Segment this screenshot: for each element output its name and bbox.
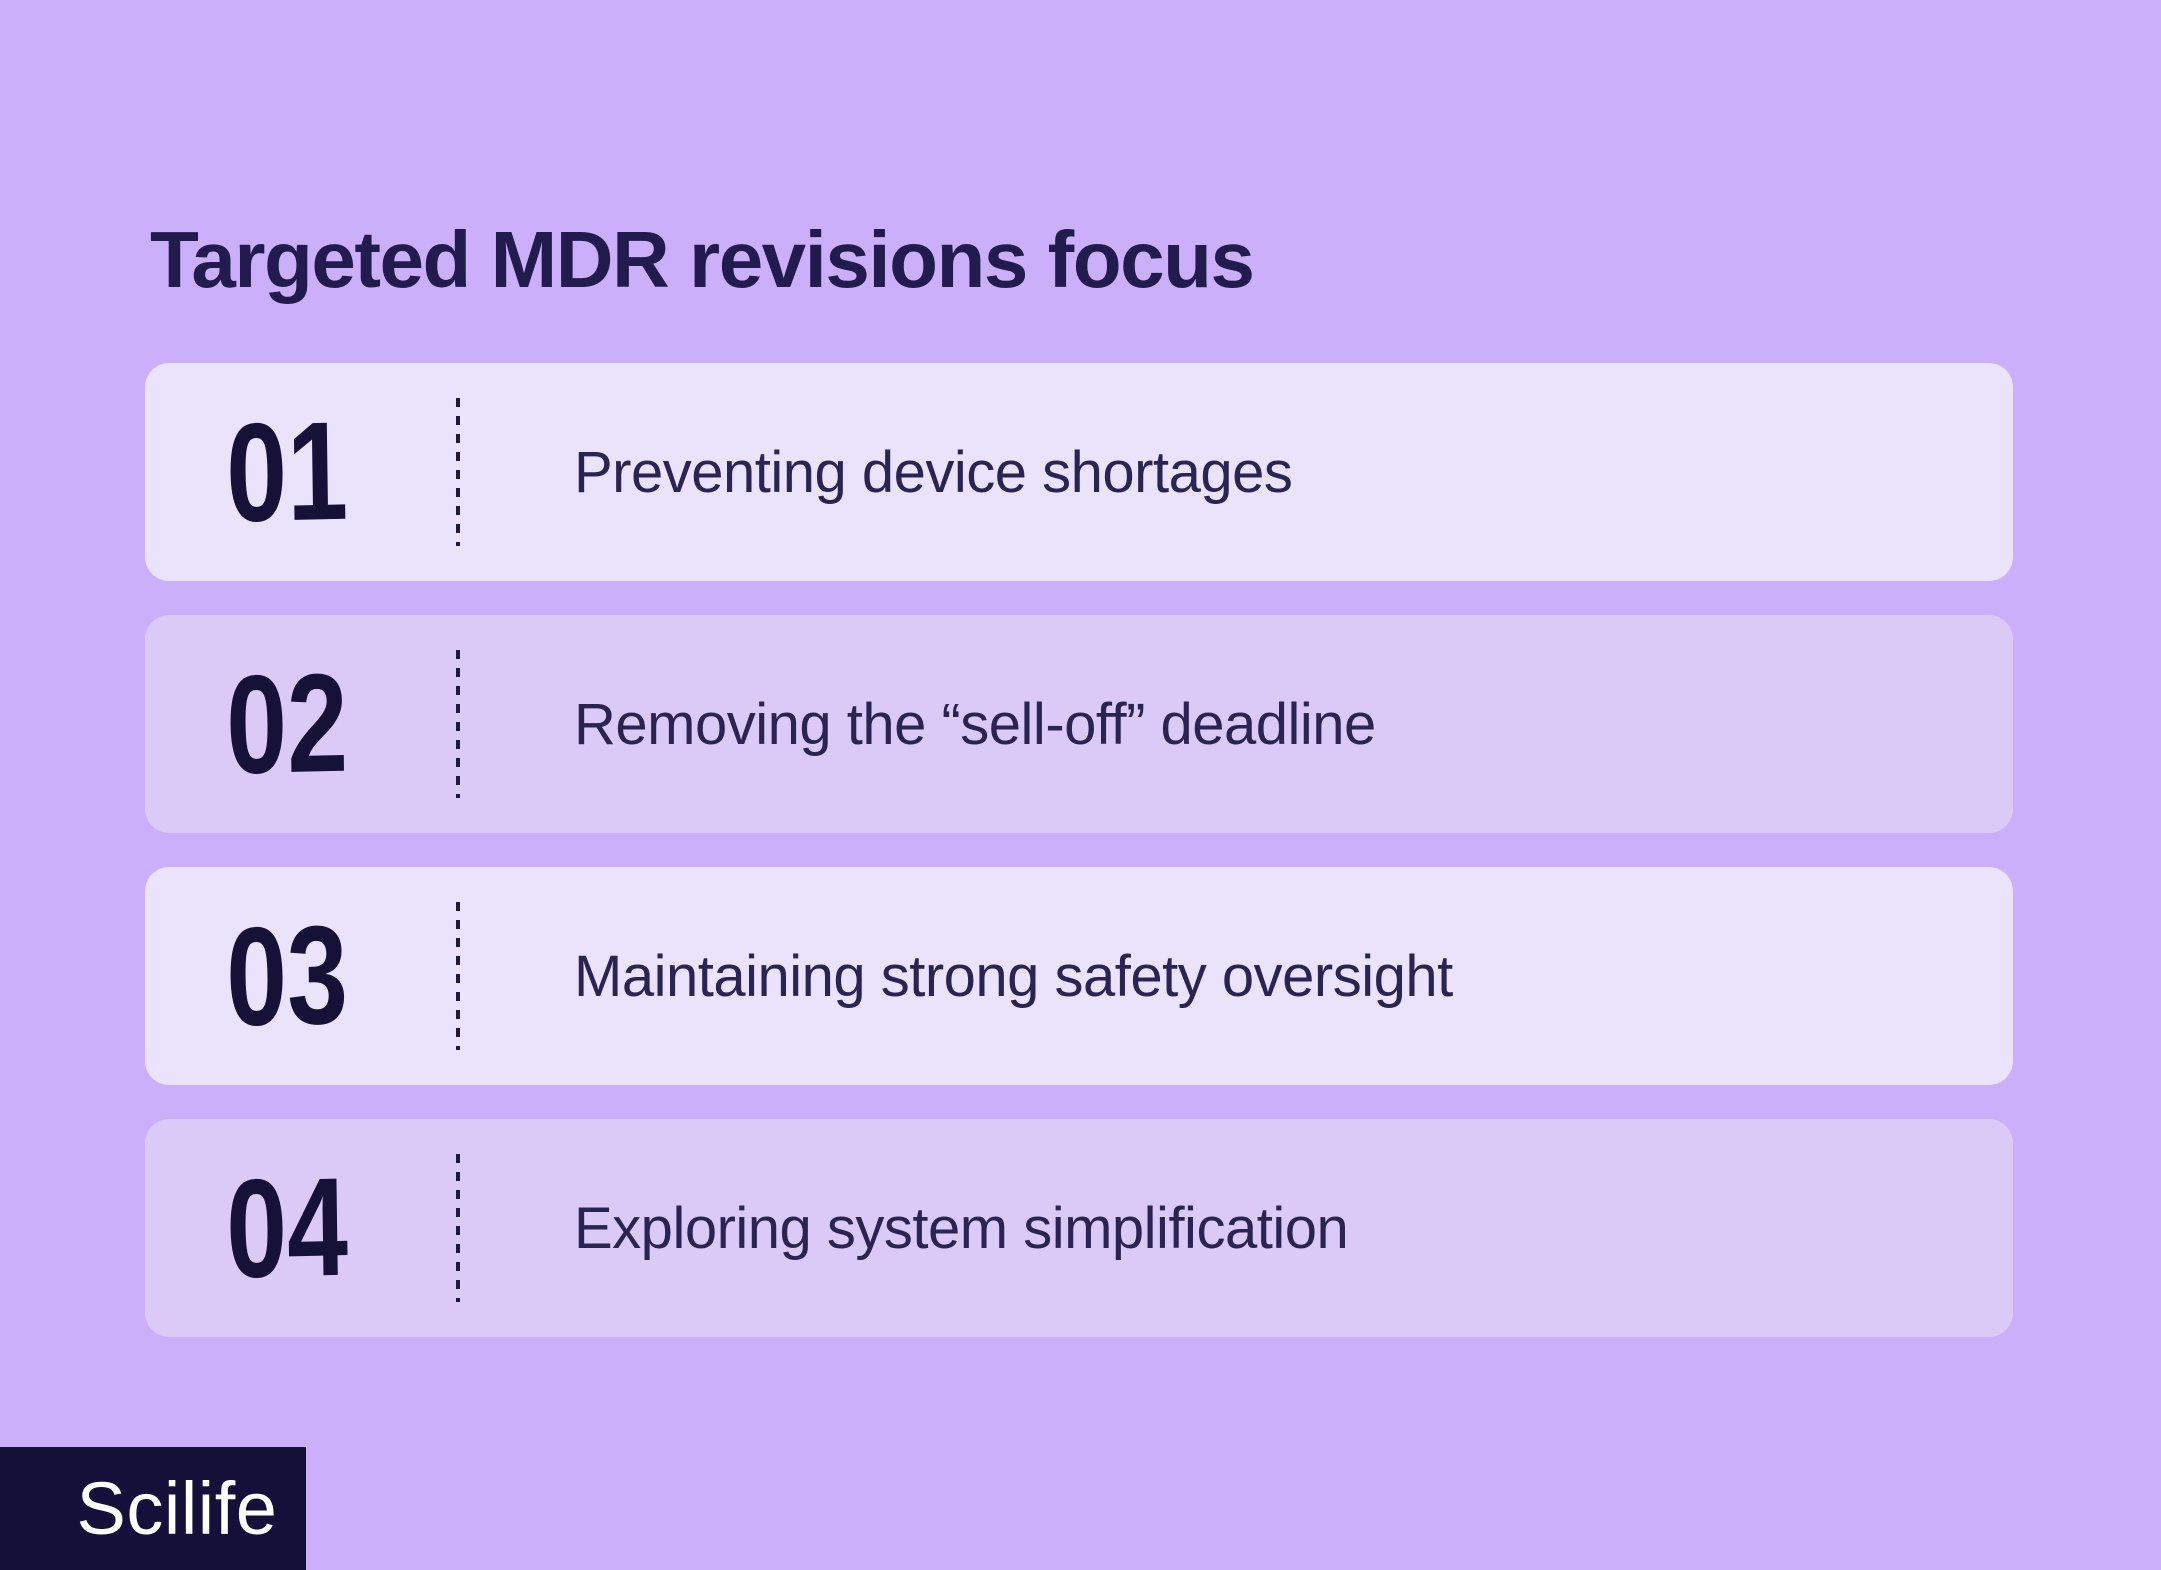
item-label: Exploring system simplification — [574, 1195, 1349, 1261]
list-item-2: 02 Removing the “sell-off” deadline — [145, 615, 2013, 833]
item-label: Preventing device shortages — [574, 439, 1293, 505]
dashed-divider — [456, 1154, 460, 1302]
scilife-logo-text: Scilife — [76, 1466, 278, 1550]
item-number: 03 — [225, 895, 349, 1056]
focus-list: 01 Preventing device shortages 02 Removi… — [145, 363, 2013, 1337]
dashed-divider — [456, 650, 460, 798]
list-item-4: 04 Exploring system simplification — [145, 1119, 2013, 1337]
item-number: 02 — [225, 643, 349, 804]
item-label: Maintaining strong safety oversight — [574, 943, 1453, 1009]
item-number: 04 — [225, 1147, 349, 1308]
dashed-divider — [456, 398, 460, 546]
item-number: 01 — [225, 391, 349, 552]
item-label: Removing the “sell-off” deadline — [574, 691, 1376, 757]
dashed-divider — [456, 902, 460, 1050]
scilife-logo: Scilife — [0, 1447, 306, 1570]
page-title: Targeted MDR revisions focus — [150, 214, 1255, 304]
list-item-3: 03 Maintaining strong safety oversight — [145, 867, 2013, 1085]
list-item-1: 01 Preventing device shortages — [145, 363, 2013, 581]
